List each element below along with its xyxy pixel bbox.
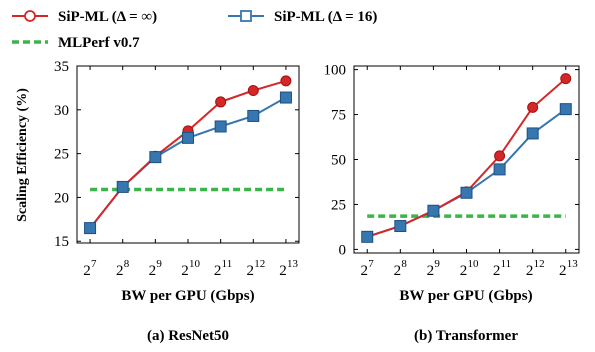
data-point-sip-ml-16 [279,91,292,104]
y-tick-label: 35 [54,59,69,75]
x-tick-label: 2 [559,263,567,279]
x-tick-exponent: 12 [254,258,265,270]
x-tick-label: 2 [279,263,287,279]
series-line-sip-ml-inf [366,77,567,238]
data-point-sip-ml-inf [280,75,292,87]
data-point-sip-ml-16 [493,163,506,176]
data-point-sip-ml-16 [116,180,129,193]
x-tick-exponent: 10 [468,258,480,270]
x-tick-label: 2 [360,263,368,279]
x-tick-exponent: 9 [434,258,440,270]
data-point-sip-ml-16 [214,120,227,133]
series-line-sip-ml-inf [89,79,287,229]
x-tick-label: 2 [149,263,157,279]
data-point-sip-ml-inf [215,96,227,108]
data-point-sip-ml-16 [247,109,260,122]
legend-label-mlperf: MLPerf v0.7 [58,35,140,51]
y-tick-label: 15 [54,234,69,250]
y-tick-label: 0 [339,242,347,258]
x-tick-exponent: 13 [567,258,579,270]
x-tick-exponent: 12 [534,258,545,270]
x-tick-exponent: 10 [189,258,201,270]
caption-resnet50: (a) ResNet50 [147,328,229,344]
y-tick-label: 75 [331,108,346,124]
data-point-sip-ml-16 [460,186,473,199]
y-tick-label: 30 [54,103,69,119]
data-point-sip-ml-16 [361,230,374,243]
legend-entry-sip-ml-16: SiP-ML (Δ = 16) [228,9,377,25]
x-tick-label: 2 [427,263,435,279]
data-point-sip-ml-inf [560,73,572,85]
data-point-sip-ml-inf [247,85,259,97]
plot-marks-transformer [361,73,572,243]
data-point-sip-ml-16 [427,204,440,217]
x-tick-label: 2 [214,263,222,279]
y-tick-label: 25 [331,197,346,213]
x-tick-exponent: 7 [368,258,374,270]
x-tick-label: 2 [526,263,534,279]
caption-transformer: (b) Transformer [414,328,518,344]
x-tick-exponent: 7 [91,258,97,270]
x-tick-label: 2 [247,263,255,279]
y-tick-label: 20 [54,190,69,206]
legend-entry-mlperf: MLPerf v0.7 [12,35,140,51]
x-tick-exponent: 8 [401,258,407,270]
legend-entry-sip-ml-inf: SiP-ML (Δ = ∞) [12,9,157,25]
x-tick-exponent: 9 [156,258,162,270]
x-tick-label: 2 [181,263,189,279]
x-tick-label: 2 [493,263,501,279]
data-point-sip-ml-inf [494,150,506,162]
x-tick-exponent: 8 [124,258,130,270]
plot-frame-resnet50 [76,65,300,244]
legend-marker-circle-icon [24,10,36,22]
x-tick-label: 2 [394,263,402,279]
legend: SiP-ML (Δ = ∞) SiP-ML (Δ = 16) MLPerf v0… [12,9,377,51]
legend-marker-square-icon [240,10,252,22]
x-tick-label: 2 [460,263,468,279]
y-tick-label: 50 [331,153,346,169]
legend-label-sip-ml-16: SiP-ML (Δ = 16) [274,9,377,25]
x-tick-label: 2 [116,263,124,279]
data-point-sip-ml-inf [527,101,539,113]
x-tick-exponent: 11 [222,258,233,270]
y-axis-label: Scaling Efficiency (%) [15,88,30,222]
x-axis-label-resnet50: BW per GPU (Gbps) [121,288,254,304]
x-tick-label: 2 [83,263,91,279]
x-tick-exponent: 11 [501,258,512,270]
x-axis-label-transformer: BW per GPU (Gbps) [399,288,532,304]
plot-marks-resnet50 [84,75,292,235]
y-tick-label: 25 [54,147,69,163]
legend-label-sip-ml-inf: SiP-ML (Δ = ∞) [58,9,157,25]
data-point-sip-ml-16 [84,222,97,235]
data-point-sip-ml-16 [182,131,194,144]
plot-frame-transformer [353,65,580,254]
data-point-sip-ml-16 [526,127,539,140]
data-point-sip-ml-16 [559,103,572,116]
y-tick-label: 100 [324,63,347,79]
data-point-sip-ml-16 [394,220,407,233]
x-tick-exponent: 13 [287,258,299,270]
data-point-sip-ml-16 [149,151,162,164]
